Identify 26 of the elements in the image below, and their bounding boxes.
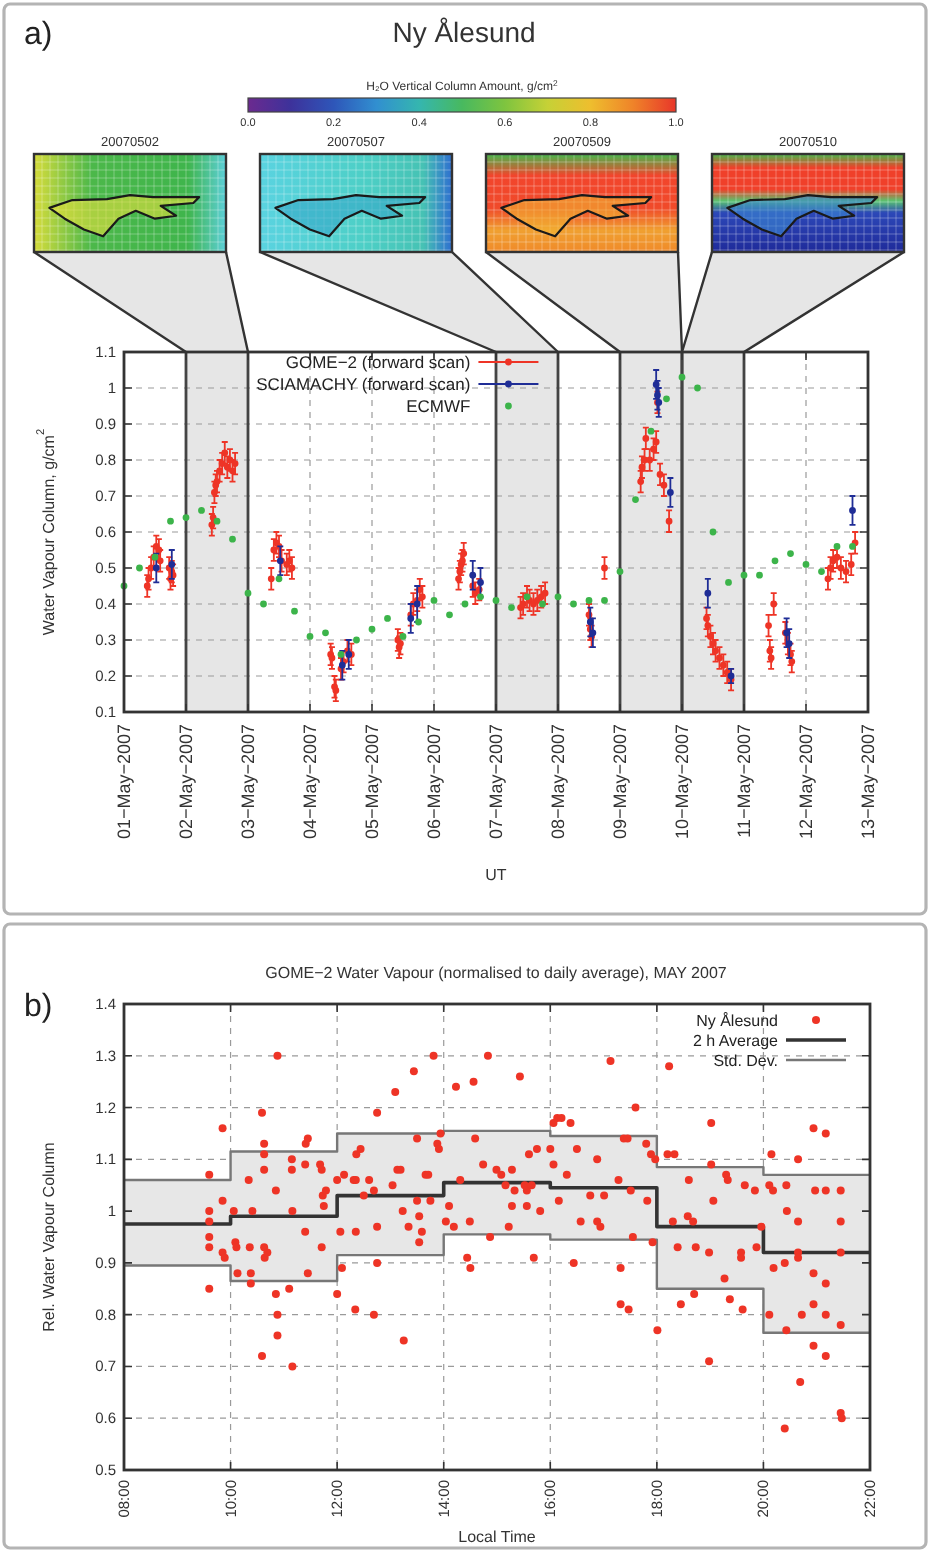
x-tick-label: 07−May−2007: [486, 724, 506, 840]
x-tick-label: 04−May−2007: [300, 724, 320, 840]
legend-label: Std. Dev.: [713, 1051, 778, 1069]
y-axis-title: Rel. Water Vapour Column: [39, 1142, 57, 1332]
x-tick-label: 09−May−2007: [610, 724, 630, 840]
x-tick-label: 03−May−2007: [238, 724, 258, 840]
legend-label: SCIAMACHY (forward scan): [256, 374, 471, 394]
chart-title: GOME−2 Water Vapour (normalised to daily average), MAY 2007: [265, 964, 728, 982]
x-tick-label: 12−May−2007: [796, 724, 816, 840]
x-tick-label: 11−May−2007: [734, 724, 754, 838]
x-tick-label: 06−May−2007: [424, 724, 444, 840]
x-tick-label: 01−May−2007: [114, 724, 134, 840]
x-axis-title: Local Time: [458, 1528, 537, 1546]
x-tick-label: 13−May−2007: [858, 724, 878, 840]
x-axis-title: UT: [485, 866, 507, 884]
x-tick-label: 08−May−2007: [548, 724, 568, 840]
text: a): [24, 18, 53, 52]
x-tick-label: 10−May−2007: [672, 724, 692, 840]
legend-label: ECMWF: [406, 396, 471, 416]
legend-label: 2 h Average: [692, 1031, 780, 1049]
x-tick-label: 05−May−2007: [362, 724, 382, 840]
chart-title: Ny Ålesund: [392, 16, 536, 48]
text: b): [24, 990, 53, 1024]
legend-label: Ny Ålesund: [696, 1011, 778, 1029]
x-tick-label: 02−May−2007: [176, 724, 196, 840]
legend-label: GOME−2 (forward scan): [285, 352, 471, 372]
